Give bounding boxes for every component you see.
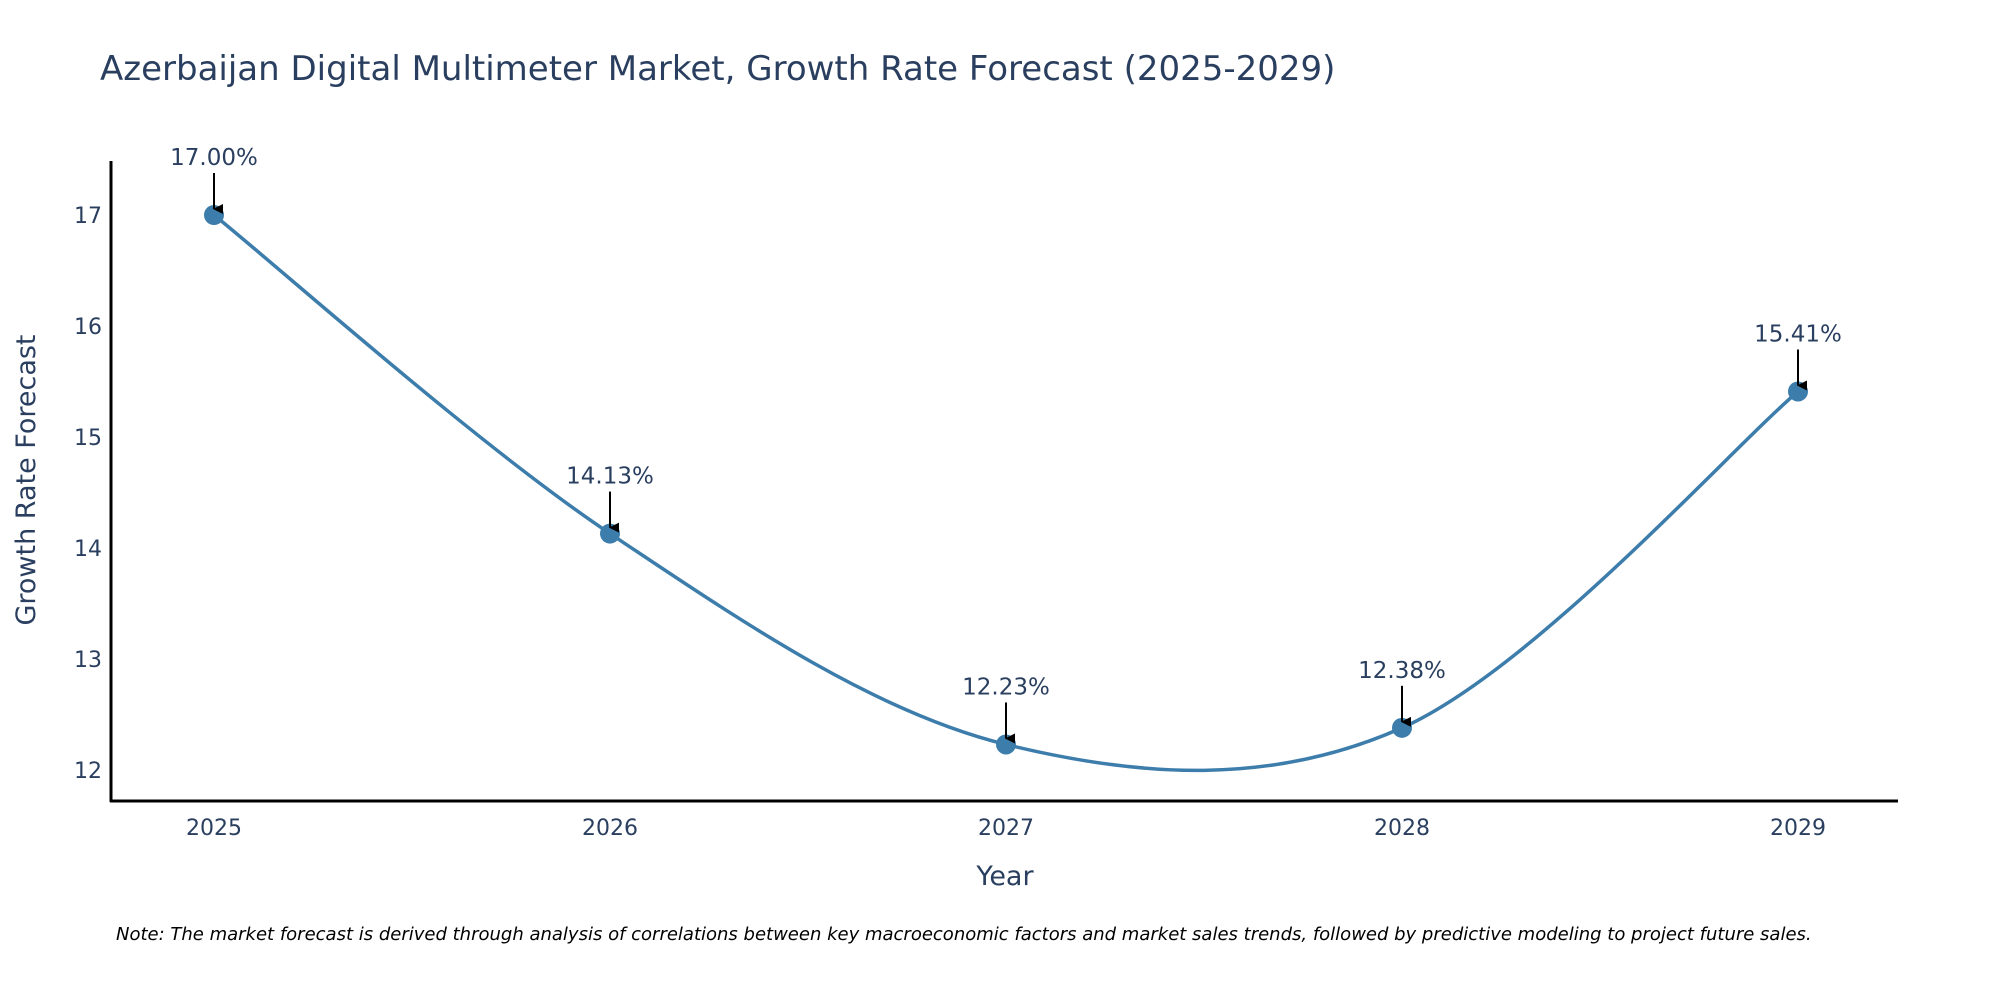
x-tick-label: 2025: [186, 816, 242, 841]
x-tick-label: 2027: [978, 816, 1034, 841]
data-label: 12.38%: [1358, 658, 1446, 684]
data-label: 14.13%: [566, 464, 654, 490]
y-tick-label: 16: [74, 315, 102, 340]
chart-title: Azerbaijan Digital Multimeter Market, Gr…: [100, 49, 1335, 89]
x-axis-title: Year: [975, 861, 1034, 892]
y-tick-label: 13: [74, 648, 102, 673]
plot-area: 17.00% 14.13% 12.23% 12.38% 15.41%: [170, 145, 1842, 773]
data-label: 12.23%: [962, 674, 1050, 700]
footnote: Note: The market forecast is derived thr…: [116, 924, 1812, 945]
y-tick-label: 15: [74, 426, 102, 451]
y-axis-ticks: 12 13 14 15 16 17: [74, 204, 102, 784]
y-tick-label: 17: [74, 204, 102, 229]
x-tick-label: 2028: [1374, 816, 1430, 841]
y-tick-label: 12: [74, 759, 102, 784]
y-axis-title: Growth Rate Forecast: [11, 334, 42, 625]
x-tick-label: 2029: [1770, 816, 1826, 841]
data-label: 15.41%: [1754, 321, 1842, 347]
data-label: 17.00%: [170, 145, 258, 171]
y-tick-label: 14: [74, 537, 102, 562]
x-axis-ticks: 2025 2026 2027 2028 2029: [186, 816, 1826, 841]
x-tick-label: 2026: [582, 816, 638, 841]
